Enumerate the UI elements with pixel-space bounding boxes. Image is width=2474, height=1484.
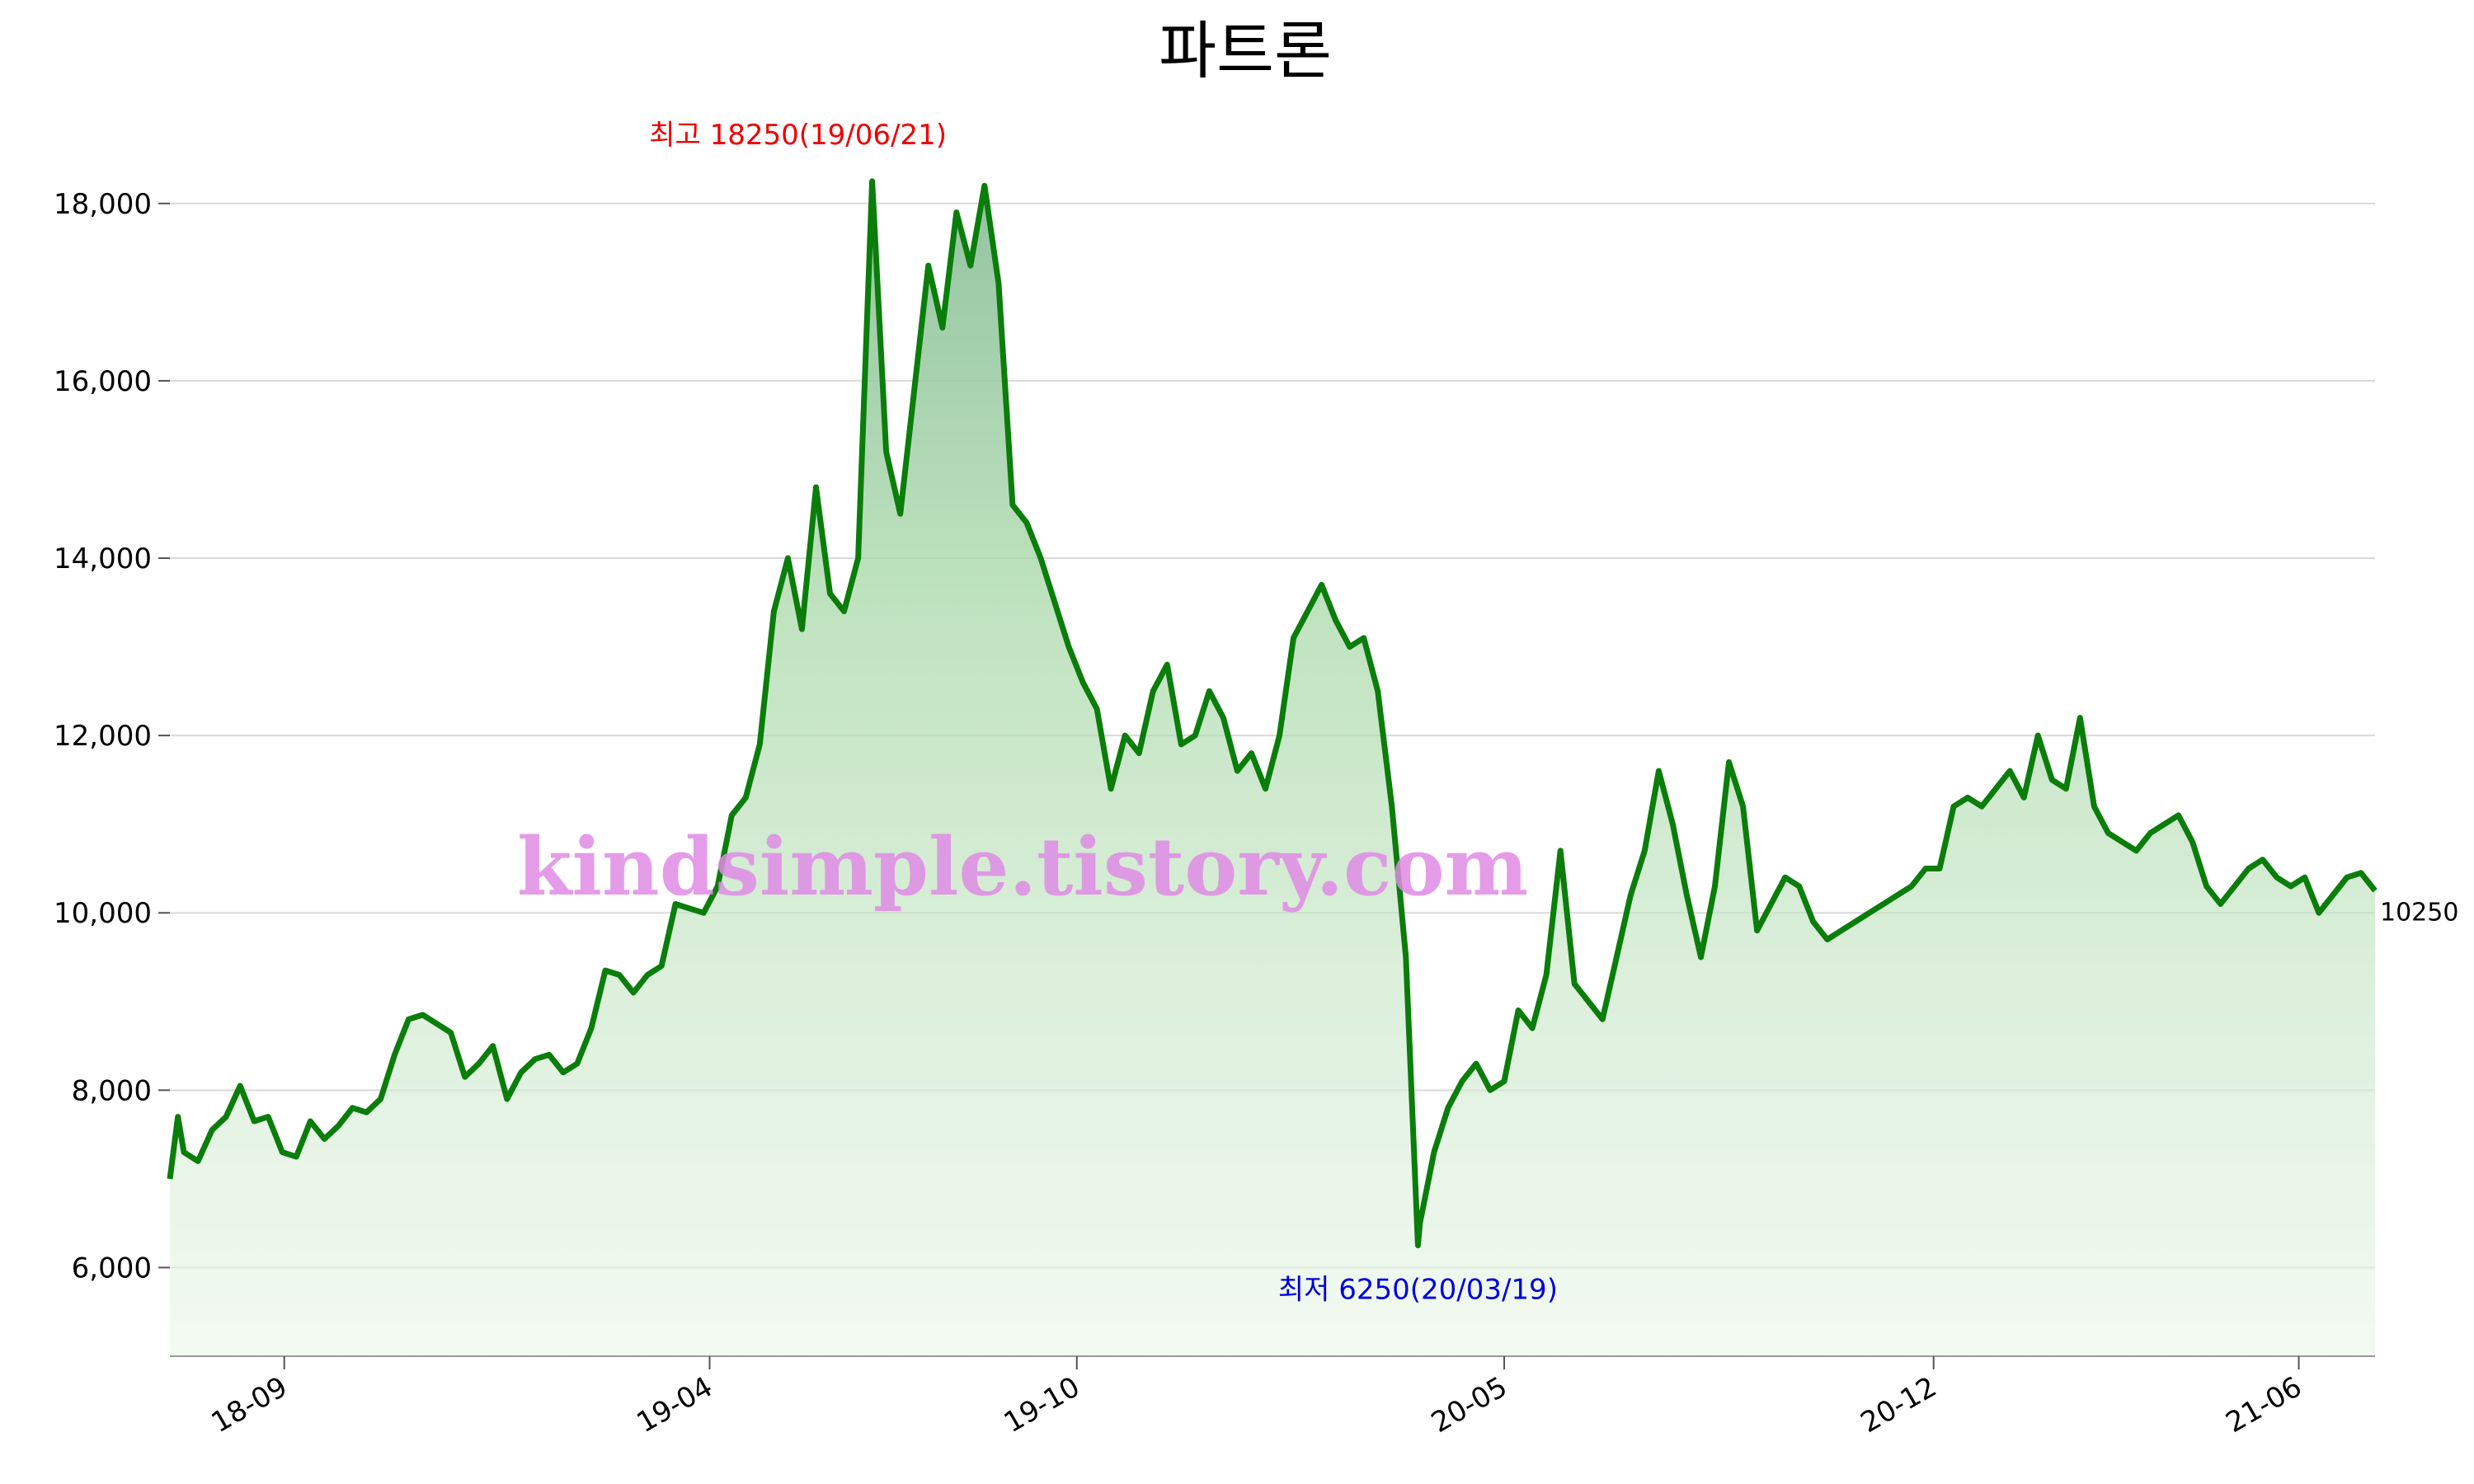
x-tick-label: 19-04 bbox=[631, 1370, 718, 1439]
line-path bbox=[167, 178, 2378, 1249]
x-tick-label: 18-09 bbox=[206, 1370, 294, 1439]
last-value-label: 10250 bbox=[2380, 898, 2458, 927]
chart-title: 파트론 bbox=[1159, 14, 1332, 87]
y-axis-ticks: 6,000 8,000 10,000 12,000 14,000 16,000 18,000 bbox=[54, 188, 170, 1284]
watermark: kindsimple.tistory.com bbox=[517, 820, 1528, 913]
price-line bbox=[167, 178, 2378, 1249]
y-tick-label: 14,000 bbox=[54, 542, 152, 575]
x-tick-label: 21-06 bbox=[2220, 1370, 2307, 1439]
x-axis-ticks: 18-09 19-04 19-10 20-05 20-12 21-06 bbox=[206, 1356, 2307, 1439]
x-tick-label: 19-10 bbox=[999, 1370, 1086, 1439]
y-tick-label: 12,000 bbox=[54, 720, 152, 753]
x-tick-label: 20-12 bbox=[1856, 1370, 1943, 1439]
x-tick-label: 20-05 bbox=[1426, 1370, 1513, 1439]
low-annotation: 최저 6250(20/03/19) bbox=[1278, 1274, 1558, 1307]
y-tick-label: 10,000 bbox=[54, 897, 152, 930]
y-tick-label: 6,000 bbox=[72, 1252, 152, 1284]
y-tick-label: 8,000 bbox=[72, 1074, 152, 1107]
high-annotation: 최고 18250(19/06/21) bbox=[649, 119, 947, 152]
y-tick-label: 18,000 bbox=[54, 188, 152, 221]
y-tick-label: 16,000 bbox=[54, 365, 152, 398]
